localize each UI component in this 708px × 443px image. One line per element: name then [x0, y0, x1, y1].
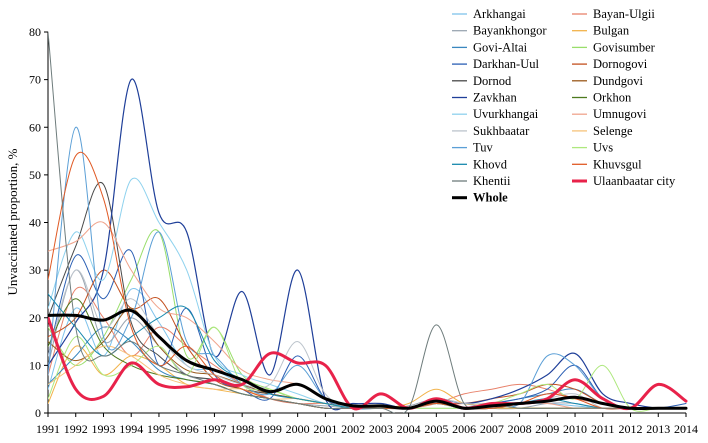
x-tick-label: 1998: [230, 422, 254, 436]
series-line-umnugovi: [48, 221, 687, 410]
y-axis-label: Unvaccinated proportion, %: [5, 148, 20, 295]
x-tick-label: 2002: [341, 422, 365, 436]
legend: Arkhangai Bayankhongor Govi-Altai Darkhan-U…: [452, 7, 676, 205]
legend-item-tuv: Tuv: [452, 141, 493, 155]
legend-label: Bayankhongor: [473, 24, 547, 38]
x-tick-label: 1991: [36, 422, 60, 436]
legend-item-bayankhongor: Bayankhongor: [452, 24, 547, 38]
y-tick-label: 60: [29, 120, 41, 134]
legend-item-uvs: Uvs: [572, 141, 613, 155]
x-tick-label: 2003: [369, 422, 393, 436]
legend-item-ulaanbaatar-city: Ulaanbaatar city: [572, 174, 676, 188]
series-line-ulaanbaatar-city: [48, 316, 688, 411]
legend-item-arkhangai: Arkhangai: [452, 7, 526, 21]
legend-item-uvurkhangai: Uvurkhangai: [452, 107, 539, 121]
x-tick-label: 2012: [619, 422, 643, 436]
legend-item-khentii: Khentii: [452, 174, 511, 188]
series-line-tuv: [48, 126, 687, 410]
y-tick-label: 30: [29, 263, 41, 277]
legend-item-govisumber: Govisumber: [572, 40, 656, 54]
legend-label: Darkhan-Uul: [473, 57, 539, 71]
legend-label: Dundgovi: [593, 74, 644, 88]
x-tick-label: 2013: [646, 422, 670, 436]
series-layer: [48, 31, 688, 413]
tick-labels: 0 10 20 30 40 50 60 70 80 1991 1992 1993 1994 1995 199…: [29, 25, 698, 436]
legend-label: Govi-Altai: [473, 40, 528, 54]
y-tick-label: 80: [29, 25, 41, 39]
legend-item-bayan-ulgii: Bayan-Ulgii: [572, 7, 655, 21]
y-tick-label: 40: [29, 216, 41, 230]
series-line-arkhangai: [48, 288, 687, 410]
x-tick-label: 2004: [397, 422, 421, 436]
legend-label: Khuvsgul: [593, 157, 642, 171]
y-tick-label: 0: [35, 406, 41, 420]
x-tick-label: 2005: [424, 422, 448, 436]
x-tick-label: 1992: [64, 422, 88, 436]
x-tick-label: 1994: [119, 422, 143, 436]
x-tick-label: 1993: [91, 422, 115, 436]
x-tick-label: 2001: [313, 422, 337, 436]
legend-item-umnugovi: Umnugovi: [572, 107, 647, 121]
x-tick-label: 1995: [147, 422, 171, 436]
legend-label: Bulgan: [593, 24, 630, 38]
x-tick-label: 2007: [480, 422, 504, 436]
legend-item-dornogovi: Dornogovi: [572, 57, 648, 71]
x-tick-label: 2009: [535, 422, 559, 436]
legend-item-khuvsgul: Khuvsgul: [572, 157, 642, 171]
legend-label: Dornod: [473, 74, 512, 88]
legend-label: Whole: [473, 191, 508, 205]
legend-label: Zavkhan: [473, 91, 517, 105]
legend-item-zavkhan: Zavkhan: [452, 91, 517, 105]
series-line-dundgovi: [48, 307, 687, 410]
x-tick-label: 1996: [175, 422, 199, 436]
x-tick-label: 2006: [452, 422, 476, 436]
legend-label: Umnugovi: [593, 107, 647, 121]
series-line-khentii: [48, 31, 687, 413]
legend-label: Arkhangai: [473, 7, 526, 21]
y-tick-label: 10: [29, 358, 41, 372]
legend-label: Khentii: [473, 174, 511, 188]
legend-label: Bayan-Ulgii: [593, 7, 655, 21]
legend-item-govi-altai: Govi-Altai: [452, 40, 528, 54]
series-line-whole: [48, 308, 688, 411]
y-tick-label: 70: [29, 73, 41, 87]
legend-label: Ulaanbaatar city: [593, 174, 676, 188]
legend-item-whole: Whole: [452, 191, 508, 205]
legend-label: Orkhon: [593, 91, 632, 105]
y-tick-label: 20: [29, 311, 41, 325]
legend-label: Dornogovi: [593, 57, 648, 71]
legend-label: Govisumber: [593, 40, 656, 54]
legend-label: Uvs: [593, 141, 613, 155]
x-tick-label: 1997: [202, 422, 226, 436]
axes: [44, 31, 687, 417]
legend-item-dundgovi: Dundgovi: [572, 74, 644, 88]
legend-item-sukhbaatar: Sukhbaatar: [452, 124, 530, 138]
x-tick-label: 2010: [563, 422, 587, 436]
legend-item-bulgan: Bulgan: [572, 24, 630, 38]
legend-item-selenge: Selenge: [572, 124, 633, 138]
x-tick-label: 2011: [591, 422, 615, 436]
legend-label: Sukhbaatar: [473, 124, 530, 138]
y-tick-label: 50: [29, 168, 41, 182]
legend-item-darkhan-uul: Darkhan-Uul: [452, 57, 539, 71]
legend-item-khovd: Khovd: [452, 157, 508, 171]
x-tick-label: 2000: [286, 422, 310, 436]
legend-label: Uvurkhangai: [473, 107, 539, 121]
series-line-govi-altai: [48, 326, 687, 410]
legend-label: Tuv: [473, 141, 493, 155]
legend-label: Khovd: [473, 157, 508, 171]
legend-item-orkhon: Orkhon: [572, 91, 632, 105]
legend-label: Selenge: [593, 124, 633, 138]
x-tick-label: 1999: [258, 422, 282, 436]
legend-item-dornod: Dornod: [452, 74, 512, 88]
x-tick-label: 2008: [508, 422, 532, 436]
x-tick-label: 2014: [674, 422, 698, 436]
series-line-zavkhan: [48, 78, 687, 411]
